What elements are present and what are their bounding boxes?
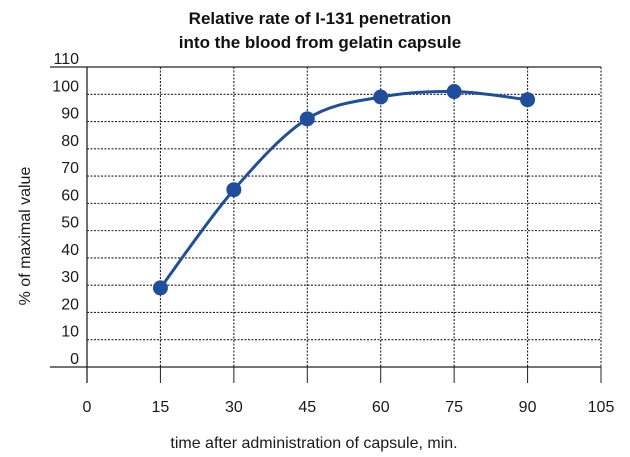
data-point	[299, 111, 315, 127]
grid	[87, 66, 602, 367]
x-tick-label: 75	[445, 399, 463, 416]
chart-title-line-1: Relative rate of I-131 penetration	[189, 9, 452, 28]
x-tick-label: 105	[588, 399, 615, 416]
axes	[50, 66, 602, 383]
y-tick-label: 100	[52, 78, 79, 95]
y-tick-label: 50	[61, 215, 79, 232]
y-tick-label: 110	[53, 51, 79, 68]
y-tick-label: 20	[61, 296, 79, 313]
x-tick-label: 60	[372, 399, 390, 416]
y-tick-label: 70	[61, 160, 79, 177]
data-point	[373, 89, 389, 105]
y-axis-label: % of maximal value	[17, 167, 34, 306]
x-tick-label: 0	[83, 399, 92, 416]
y-tick-label: 60	[61, 187, 79, 204]
data-point	[226, 182, 242, 198]
y-tick-label: 10	[61, 324, 79, 341]
data-point	[152, 280, 168, 296]
data-point	[446, 84, 462, 100]
y-tick-label: 30	[61, 269, 79, 286]
x-tick-label: 15	[152, 399, 170, 416]
x-tick-label: 30	[225, 399, 243, 416]
y-tick-label: 80	[61, 133, 79, 150]
chart-title-line-2: into the blood from gelatin capsule	[179, 33, 461, 52]
y-tick-labels: 0 10 20 30 40 50 60 70 80 90 100 110	[52, 51, 79, 368]
x-tick-label: 45	[298, 399, 316, 416]
data-point	[520, 92, 536, 108]
y-tick-label: 0	[70, 351, 79, 368]
y-tick-label: 90	[61, 106, 79, 123]
x-tick-labels: 0 15 30 45 60 75 90 105	[83, 399, 615, 416]
series	[152, 84, 536, 296]
x-tick-label: 90	[519, 399, 537, 416]
x-axis-label: time after administration of capsule, mi…	[170, 435, 457, 452]
y-tick-label: 40	[61, 242, 79, 259]
